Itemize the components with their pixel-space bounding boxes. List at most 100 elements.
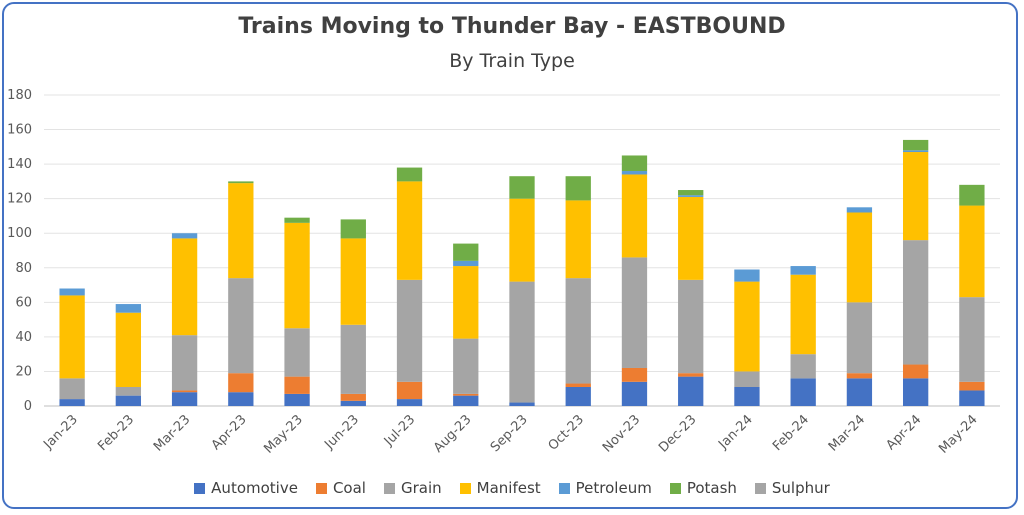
bar-segment-grain — [453, 338, 479, 394]
y-tick-label: 80 — [15, 261, 32, 276]
x-tick-label: Jul-23 — [381, 412, 418, 449]
bar-segment-coal — [284, 376, 310, 394]
bar-segment-coal — [621, 367, 648, 382]
bar-segment-manifest — [396, 181, 423, 280]
bar-segment-potash — [959, 184, 985, 206]
bar-segment-automotive — [284, 393, 310, 406]
bar-segment-automotive — [678, 376, 704, 406]
bar-segment-petroleum — [790, 266, 816, 275]
bar-segment-coal — [396, 381, 423, 400]
bar-segment-grain — [734, 371, 760, 387]
bar-segment-manifest — [959, 205, 985, 298]
bar-segment-manifest — [846, 212, 873, 303]
x-tick-label: Jun-23 — [321, 412, 362, 453]
y-tick-label: 160 — [7, 123, 32, 138]
bar-segment-coal — [453, 393, 479, 396]
bar-segment-grain — [959, 297, 985, 382]
bar-segment-manifest — [509, 198, 535, 282]
bar-segment-automotive — [565, 386, 591, 406]
bar-segment-coal — [171, 390, 198, 393]
bar-segment-grain — [790, 354, 816, 379]
legend-swatch — [383, 482, 395, 494]
bar-segment-automotive — [115, 395, 142, 406]
bar-segment-petroleum — [678, 195, 704, 197]
bar-segment-automotive — [340, 400, 366, 406]
y-tick-label: 60 — [15, 295, 32, 310]
x-tick-label: Apr-23 — [209, 412, 250, 453]
chart-title: Trains Moving to Thunder Bay - EASTBOUND — [238, 14, 786, 39]
bar-segment-manifest — [453, 266, 479, 339]
bar-segment-automotive — [171, 392, 198, 406]
bar-segment-manifest — [790, 274, 816, 355]
bar-segment-grain — [284, 328, 310, 377]
legend-swatch — [558, 482, 570, 494]
legend-swatch — [315, 482, 327, 494]
bar-segment-potash — [228, 181, 254, 184]
bar-segment-potash — [453, 243, 479, 261]
bar-segment-automotive — [734, 386, 760, 406]
bar-segment-coal — [678, 373, 704, 377]
bar-segment-automotive — [959, 390, 985, 406]
y-tick-label: 20 — [15, 364, 32, 379]
bar-segment-potash — [340, 219, 366, 239]
bar-segment-grain — [565, 278, 591, 384]
bar-segment-grain — [340, 324, 366, 394]
bar-segment-coal — [228, 373, 254, 393]
bar-segment-manifest — [678, 196, 704, 280]
legend-label: Manifest — [476, 479, 541, 497]
y-tick-label: 120 — [7, 192, 32, 207]
bar-segment-potash — [621, 155, 648, 172]
bar-segment-automotive — [228, 392, 254, 406]
x-tick-label: Nov-23 — [600, 412, 643, 455]
legend-swatch — [669, 482, 681, 494]
bar-segment-manifest — [621, 174, 648, 258]
bar-segment-potash — [396, 167, 423, 182]
legend-item-coal: Coal — [315, 479, 366, 497]
bar-segment-coal — [959, 381, 985, 391]
legend-item-automotive: Automotive — [194, 479, 298, 497]
chart-subtitle: By Train Type — [449, 50, 575, 72]
bar-segment-automotive — [790, 378, 816, 406]
x-tick-label: Mar-24 — [826, 412, 868, 454]
legend-swatch — [194, 482, 206, 494]
legend-label: Automotive — [211, 479, 298, 497]
bar-segment-grain — [396, 279, 423, 382]
bar-segment-manifest — [59, 295, 85, 379]
bar-segment-manifest — [734, 281, 760, 372]
bar-segment-petroleum — [59, 288, 85, 296]
bar-segment-petroleum — [453, 260, 479, 267]
x-tick-label: Sep-23 — [488, 412, 531, 455]
bar-segment-manifest — [902, 152, 929, 241]
bar-segment-manifest — [171, 238, 198, 336]
legend-label: Grain — [400, 479, 442, 497]
x-tick-label: Jan-23 — [40, 412, 81, 453]
bar-segment-potash — [565, 176, 591, 201]
bar-segment-grain — [115, 386, 142, 396]
bar-segment-automotive — [621, 381, 648, 406]
y-tick-label: 40 — [15, 330, 32, 345]
bar-segment-manifest — [340, 238, 366, 325]
x-tick-label: Jan-24 — [715, 412, 756, 453]
bar-segment-petroleum — [846, 207, 873, 213]
legend: Automotive Coal Grain Manifest Petroleum Pota… — [0, 479, 1024, 497]
bar-segment-potash — [284, 217, 310, 223]
y-axis-ticks: 0 20 40 60 80 100 120 140 160 180 — [7, 88, 32, 414]
bar-segment-coal — [340, 393, 366, 401]
bar-segment-potash — [678, 190, 704, 196]
legend-swatch — [754, 482, 766, 494]
x-tick-label: Feb-24 — [770, 412, 812, 454]
bar-segment-petroleum — [621, 171, 648, 175]
bar-segment-grain — [59, 378, 85, 400]
legend-item-sulphur: Sulphur — [754, 479, 830, 497]
bar-segment-grain — [171, 335, 198, 391]
x-tick-label: Feb-23 — [95, 412, 137, 454]
bar-segment-grain — [678, 279, 704, 374]
bar-segment-automotive — [509, 402, 535, 406]
bar-segment-petroleum — [171, 233, 198, 239]
bar-segment-grain — [621, 257, 648, 368]
bars — [59, 139, 985, 406]
legend-item-grain: Grain — [383, 479, 442, 497]
x-tick-label: Mar-23 — [151, 412, 193, 454]
y-tick-label: 140 — [7, 157, 32, 172]
bar-segment-grain — [846, 302, 873, 374]
